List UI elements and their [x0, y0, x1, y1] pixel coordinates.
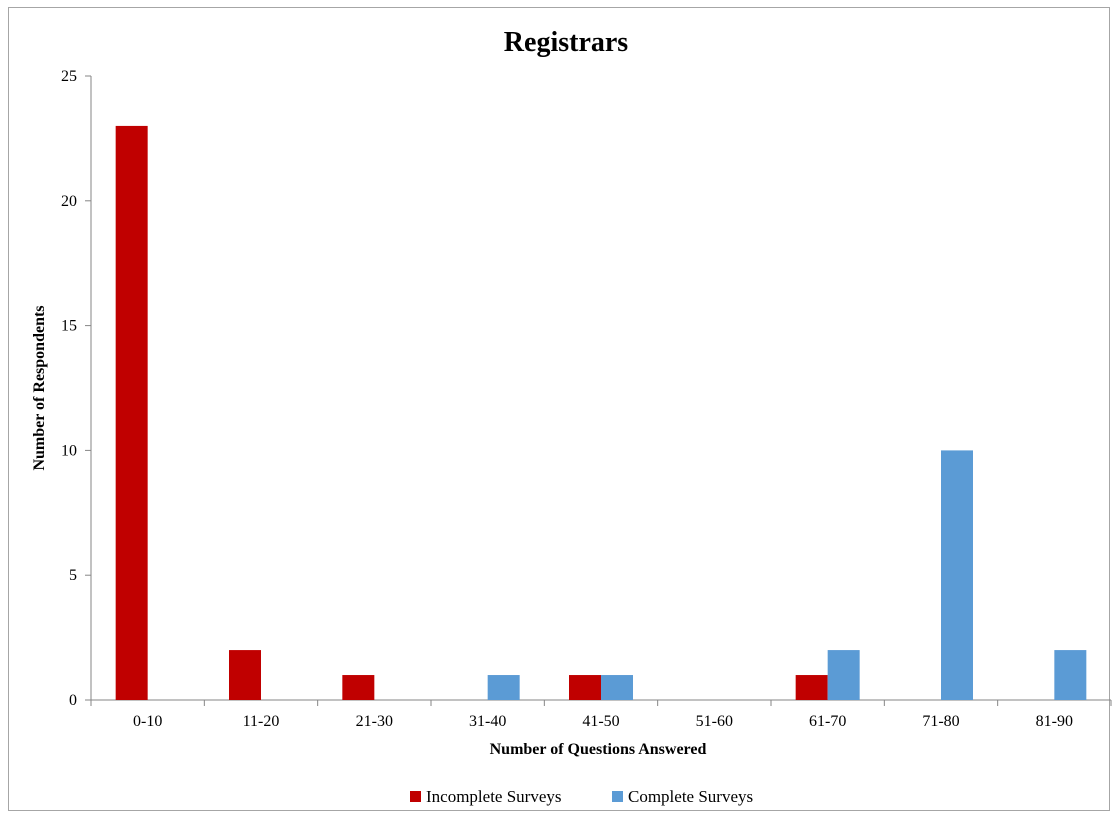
- legend-label: Incomplete Surveys: [426, 787, 562, 806]
- x-tick-label: 61-70: [809, 713, 846, 730]
- bar-complete: [827, 650, 860, 700]
- bar-incomplete: [115, 125, 148, 701]
- x-tick-label: 21-30: [356, 713, 393, 730]
- x-tick-label: 0-10: [133, 713, 162, 730]
- legend-swatch: [410, 791, 421, 802]
- y-tick-label: 20: [61, 193, 77, 210]
- bar-complete: [941, 450, 973, 700]
- y-tick-label: 0: [69, 692, 77, 709]
- x-tick-label: 31-40: [469, 713, 506, 730]
- bar-incomplete: [342, 675, 375, 700]
- bar-incomplete: [229, 650, 261, 700]
- bar-complete: [601, 675, 633, 700]
- y-tick-label: 5: [69, 567, 77, 584]
- y-tick-label: 25: [61, 68, 77, 85]
- bar-complete: [1054, 650, 1087, 700]
- legend-label: Complete Surveys: [628, 787, 753, 806]
- bar-incomplete: [795, 675, 828, 700]
- chart-title: Registrars: [504, 27, 629, 58]
- y-tick-label: 10: [61, 442, 77, 459]
- x-tick-label: 71-80: [922, 713, 959, 730]
- x-tick-label: 81-90: [1036, 713, 1073, 730]
- x-tick-label: 11-20: [243, 713, 280, 730]
- legend: Incomplete Surveys Complete Surveys: [410, 787, 753, 806]
- plot-area: 0 5 10 15 20 25 0-10 11-20 21-30 31-40 41-50 51-60 6…: [61, 68, 1112, 730]
- bar-incomplete: [569, 675, 601, 700]
- x-tick-label: 51-60: [696, 713, 733, 730]
- x-axis-label: Number of Questions Answered: [490, 741, 707, 758]
- y-axis-label: Number of Respondents: [31, 305, 48, 470]
- y-tick-label: 15: [61, 318, 77, 335]
- x-tick-label: 41-50: [582, 713, 619, 730]
- bar-complete: [487, 675, 520, 700]
- chart-frame: [8, 7, 1110, 811]
- legend-swatch: [612, 791, 623, 802]
